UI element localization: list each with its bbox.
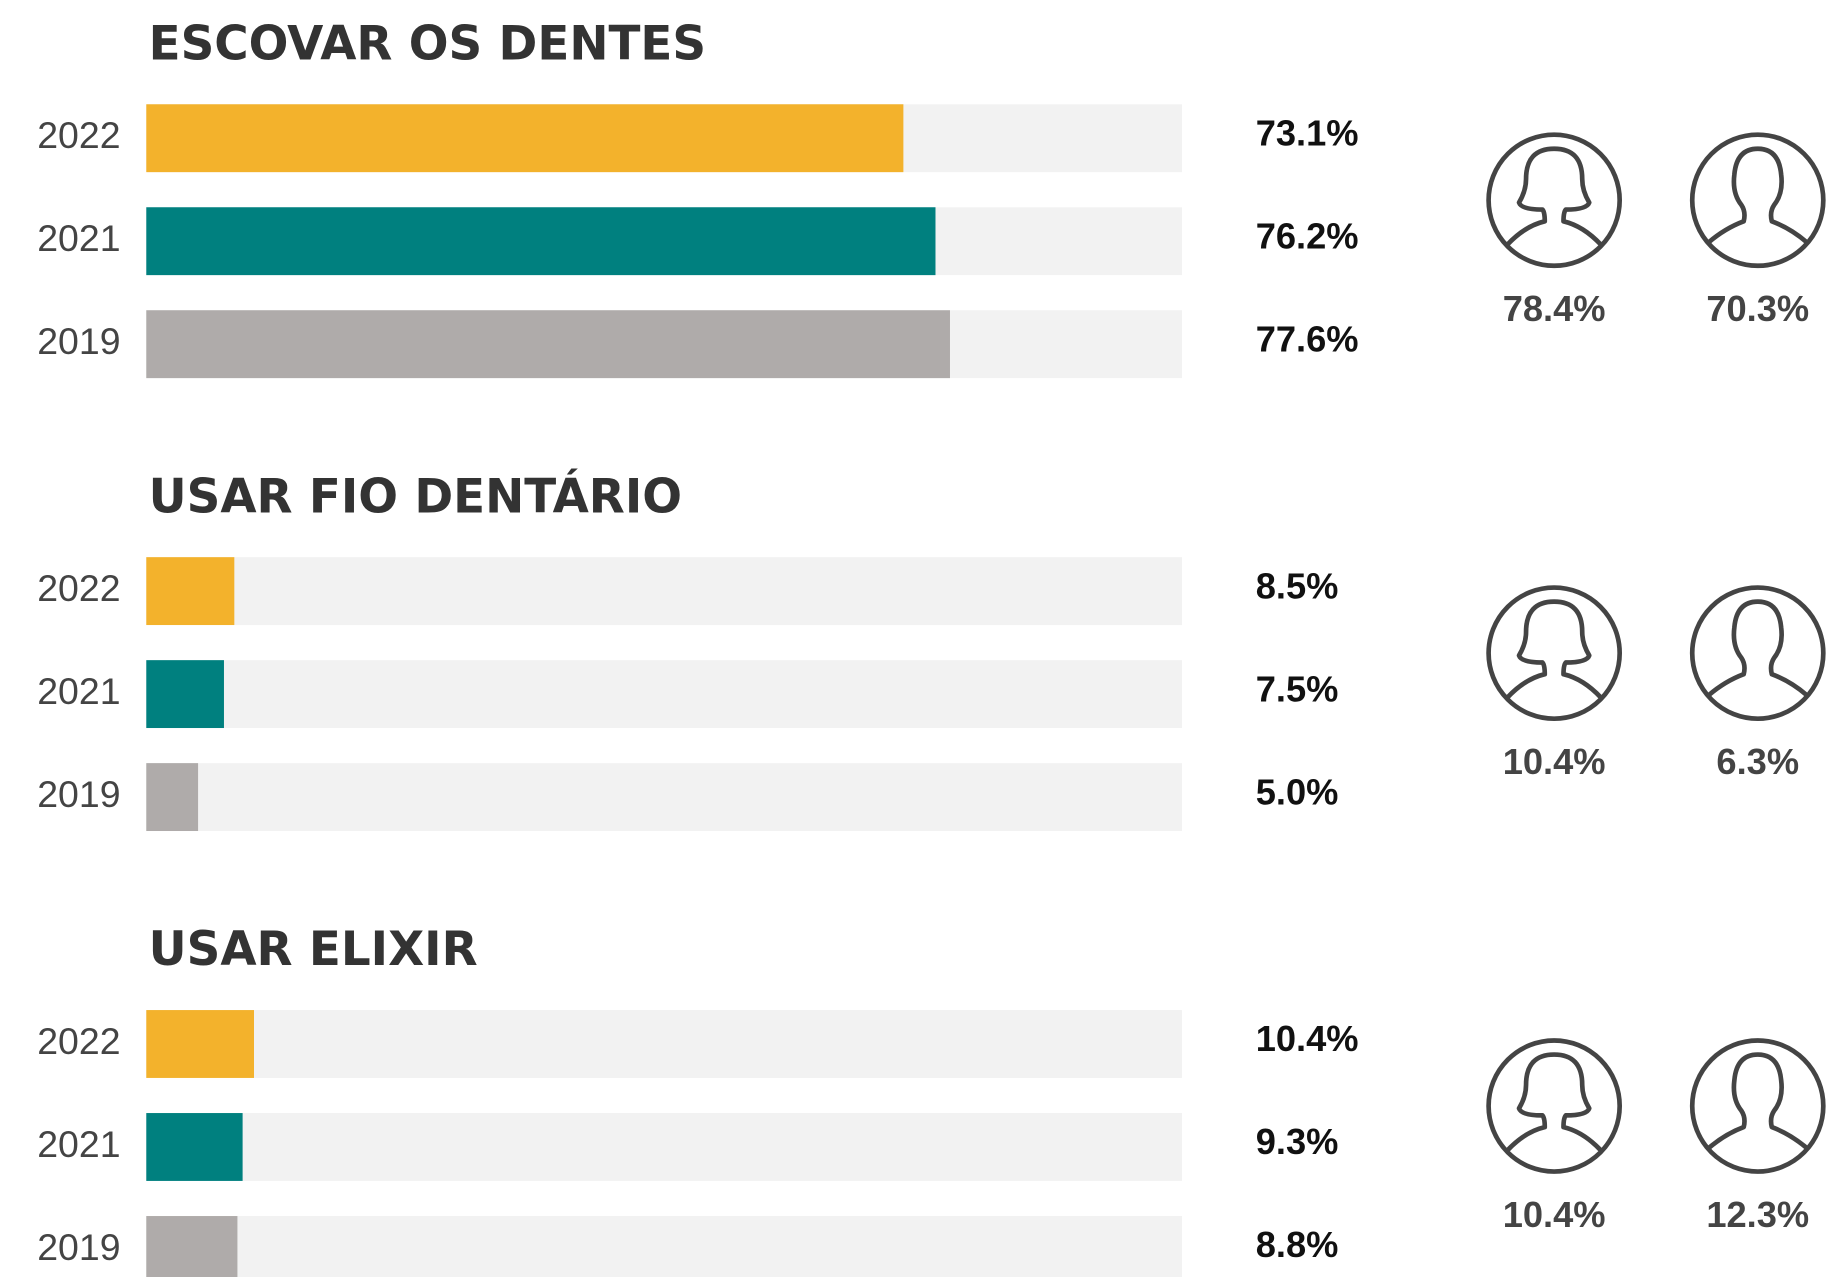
female-icon <box>1505 599 1603 700</box>
icon-circle <box>1486 132 1623 269</box>
bar-track <box>146 557 1182 626</box>
icon-label: 6.3% <box>1716 741 1799 782</box>
female-icon <box>1505 146 1603 247</box>
bar-track <box>146 1216 1182 1277</box>
bar <box>146 557 235 626</box>
bar <box>146 763 199 832</box>
bar-track <box>146 1113 1182 1181</box>
male-icon <box>1707 1052 1809 1150</box>
value-label: 5.0% <box>1256 771 1339 812</box>
bar <box>146 310 950 379</box>
icon-circle <box>1486 585 1623 722</box>
icon-circle <box>1689 585 1826 722</box>
value-label: 77.6% <box>1256 318 1359 359</box>
male-icon <box>1707 599 1809 698</box>
year-label: 2019 <box>37 320 120 362</box>
year-label: 2021 <box>37 217 120 259</box>
bar <box>146 660 224 729</box>
value-label: 76.2% <box>1256 215 1359 256</box>
chart-title: USAR ELIXIR <box>149 923 478 977</box>
bar-chart: USAR ELIXIR 2022 10.4% 2021 9.3% 2019 8.8% 10.4… <box>37 923 1826 1277</box>
year-label: 2021 <box>37 1123 120 1165</box>
male-icon <box>1707 146 1809 245</box>
bar <box>146 1216 238 1277</box>
icon-circle <box>1486 1038 1623 1174</box>
year-label: 2021 <box>37 670 120 712</box>
year-label: 2022 <box>37 567 120 609</box>
icon-label: 78.4% <box>1503 288 1606 329</box>
year-label: 2022 <box>37 114 120 156</box>
icon-circle <box>1689 1038 1826 1174</box>
value-label: 9.3% <box>1256 1121 1339 1162</box>
female-icon <box>1505 1052 1603 1153</box>
value-label: 8.8% <box>1256 1224 1339 1265</box>
bar-chart: USAR FIO DENTÁRIO 2022 8.5% 2021 7.5% 2019 5.0… <box>37 469 1826 832</box>
year-label: 2019 <box>37 773 120 815</box>
bar <box>146 104 904 173</box>
icon-circle <box>1689 132 1826 269</box>
value-label: 8.5% <box>1256 565 1339 606</box>
icon-label: 70.3% <box>1706 288 1809 329</box>
icon-label: 12.3% <box>1706 1194 1809 1235</box>
bar <box>146 1010 254 1078</box>
year-label: 2019 <box>37 1226 120 1268</box>
bar-track <box>146 1010 1182 1078</box>
bar-track <box>146 660 1182 729</box>
icon-label: 10.4% <box>1503 1194 1606 1235</box>
value-label: 10.4% <box>1256 1018 1359 1059</box>
chart-title: ESCOVAR OS DENTES <box>149 17 706 71</box>
icon-label: 10.4% <box>1503 741 1606 782</box>
bar <box>146 1113 243 1181</box>
bar <box>146 207 936 276</box>
bar-track <box>146 763 1182 832</box>
chart-title: USAR FIO DENTÁRIO <box>149 469 682 524</box>
value-label: 73.1% <box>1256 112 1359 153</box>
year-label: 2022 <box>37 1020 120 1062</box>
bar-chart: ESCOVAR OS DENTES 2022 73.1% 2021 76.2% 2019 7… <box>37 17 1826 379</box>
value-label: 7.5% <box>1256 668 1339 709</box>
